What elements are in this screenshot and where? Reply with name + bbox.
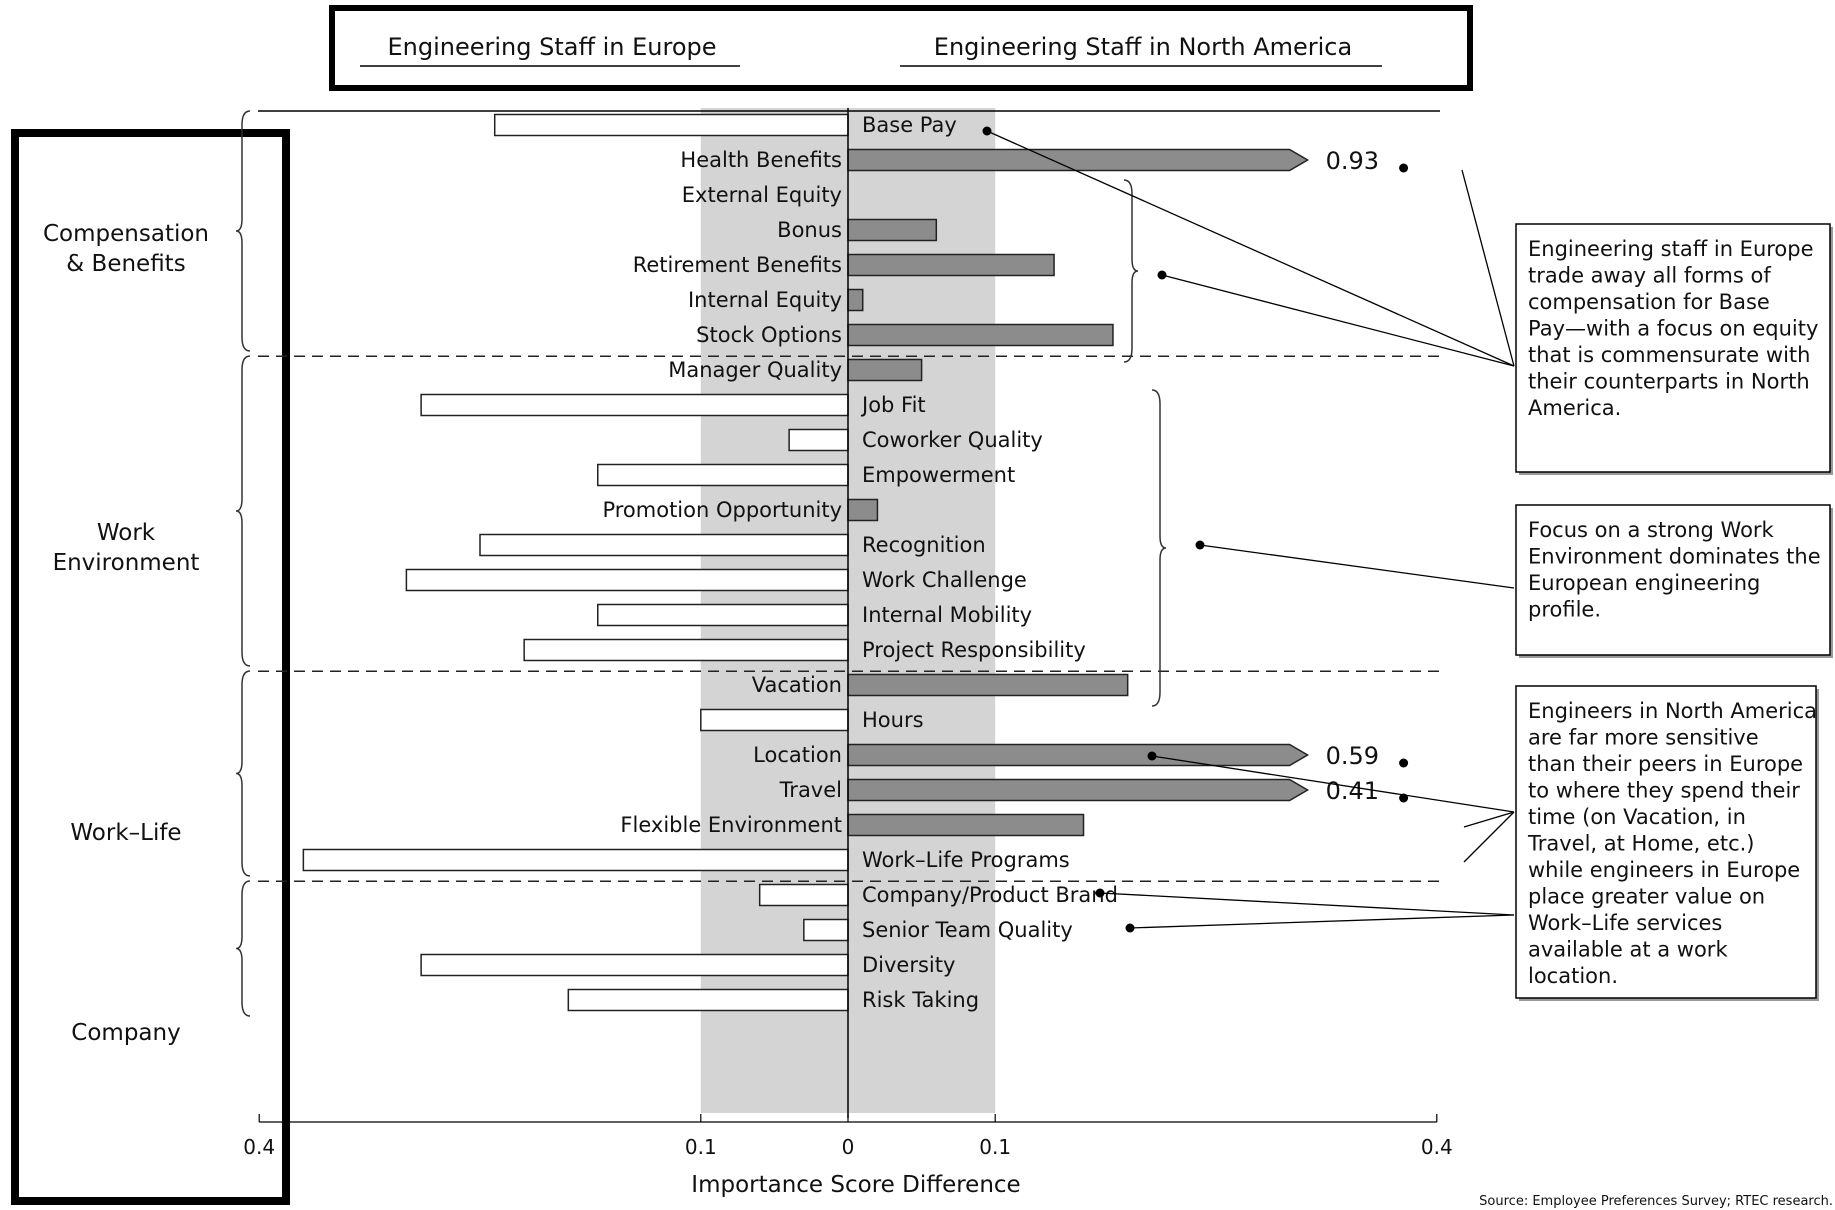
x-tick-label: 0.1 (979, 1135, 1011, 1159)
row-label-retirement-benefits: Retirement Benefits (633, 253, 842, 277)
bar-recognition (479, 533, 849, 557)
bar-retirement-benefits (847, 253, 1055, 277)
leader-dot (1125, 923, 1135, 933)
leader-dot (1195, 540, 1205, 550)
bar-work-life-programs (302, 848, 849, 872)
annotation-box (1515, 685, 1817, 999)
value-dot-health-benefits (1399, 163, 1409, 173)
bar-empowerment (597, 463, 849, 487)
row-label-health-benefits: Health Benefits (680, 148, 842, 172)
leader-dot (1095, 888, 1105, 898)
row-label-risk-taking: Risk Taking (862, 988, 979, 1012)
bar-flexible-environment (847, 813, 1085, 837)
category-label-work-life: Work–Life (70, 820, 181, 846)
row-label-travel: Travel (779, 778, 842, 802)
leader-line (1463, 811, 1515, 863)
row-label-recognition: Recognition (862, 533, 986, 557)
bar-diversity (420, 953, 849, 977)
brace-work-life (235, 670, 251, 877)
bar-stock-options (847, 323, 1114, 347)
bar-job-fit (420, 393, 849, 417)
row-label-empowerment: Empowerment (862, 463, 1015, 487)
header-box (329, 5, 1473, 91)
leader-line (1161, 274, 1515, 367)
leader-line (1099, 892, 1515, 916)
row-label-project-responsibility: Project Responsibility (862, 638, 1086, 662)
annotation-text: Engineering staff in Europe trade away al… (1528, 237, 1818, 420)
leader-line (986, 130, 1515, 367)
value-label-location: 0.59 (1326, 742, 1379, 770)
brace-equity-group (1123, 179, 1139, 363)
x-tick-label: 0.1 (685, 1135, 717, 1159)
annotation-text: Engineers in North America are far more s… (1527, 699, 1817, 988)
leader-line (1463, 811, 1515, 828)
x-tick-label: 0.4 (243, 1135, 275, 1159)
leader-dot (1147, 751, 1157, 761)
leader-dot (982, 126, 992, 136)
bar-health-benefits (847, 148, 1310, 172)
bar-base-pay (493, 113, 849, 137)
row-label-promotion-opportunity: Promotion Opportunity (602, 498, 842, 522)
category-label-work-environment: Work Environment (53, 520, 200, 576)
row-label-job-fit: Job Fit (860, 393, 926, 417)
brace-company (235, 880, 251, 1017)
row-label-work-life-programs: Work–Life Programs (862, 848, 1070, 872)
bar-company-product-brand (758, 883, 849, 907)
brace-compensation-benefits (235, 110, 251, 352)
bar-project-responsibility (523, 638, 849, 662)
bar-travel (847, 778, 1310, 802)
row-label-location: Location (753, 743, 842, 767)
row-label-base-pay: Base Pay (862, 113, 957, 137)
row-label-company-product-brand: Company/Product Brand (862, 883, 1118, 907)
bar-location (847, 743, 1310, 767)
leader-dot (1157, 270, 1167, 280)
bar-bonus (847, 218, 938, 242)
bar-internal-equity (847, 288, 864, 312)
header-north-america-label: Engineering Staff in North America (934, 33, 1352, 61)
source-note: Source: Employee Preferences Survey; RTE… (1479, 1194, 1833, 1209)
leader-line (1129, 914, 1515, 929)
value-label-travel: 0.41 (1326, 777, 1379, 805)
row-label-coworker-quality: Coworker Quality (862, 428, 1043, 452)
row-label-bonus: Bonus (777, 218, 842, 242)
value-label-health-benefits: 0.93 (1326, 147, 1379, 175)
bar-internal-mobility (597, 603, 849, 627)
bar-vacation (847, 673, 1129, 697)
row-label-flexible-environment: Flexible Environment (620, 813, 842, 837)
row-label-diversity: Diversity (862, 953, 955, 977)
row-label-senior-team-quality: Senior Team Quality (862, 918, 1073, 942)
leader-line (1461, 169, 1515, 367)
row-label-hours: Hours (862, 708, 924, 732)
bar-promotion-opportunity (847, 498, 879, 522)
bar-hours (700, 708, 849, 732)
category-panel-box (11, 129, 290, 1205)
header-europe-label: Engineering Staff in Europe (387, 33, 716, 61)
bar-work-challenge (405, 568, 849, 592)
leader-line (1199, 544, 1515, 589)
row-label-stock-options: Stock Options (696, 323, 842, 347)
annotation-box (1515, 223, 1831, 473)
bar-coworker-quality (788, 428, 849, 452)
brace-work-environment (1151, 389, 1167, 707)
row-label-work-challenge: Work Challenge (862, 568, 1027, 592)
row-label-manager-quality: Manager Quality (668, 358, 842, 382)
annotation-box (1515, 504, 1831, 656)
category-label-company: Company (71, 1020, 180, 1046)
bar-risk-taking (567, 988, 849, 1012)
row-label-external-equity: External Equity (682, 183, 842, 207)
brace-work-environment (235, 355, 251, 667)
bar-manager-quality (847, 358, 923, 382)
row-label-vacation: Vacation (752, 673, 842, 697)
x-tick-label: 0.4 (1421, 1135, 1453, 1159)
bar-senior-team-quality (803, 918, 849, 942)
row-label-internal-mobility: Internal Mobility (862, 603, 1032, 627)
x-tick-label: 0 (842, 1135, 855, 1159)
annotation-text: Focus on a strong Work Environment domina… (1528, 518, 1821, 622)
leader-line (1151, 755, 1515, 813)
value-dot-location (1399, 758, 1409, 768)
row-label-internal-equity: Internal Equity (688, 288, 842, 312)
x-axis-label: Importance Score Difference (691, 1172, 1020, 1198)
category-label-compensation-benefits: Compensation & Benefits (43, 221, 209, 277)
